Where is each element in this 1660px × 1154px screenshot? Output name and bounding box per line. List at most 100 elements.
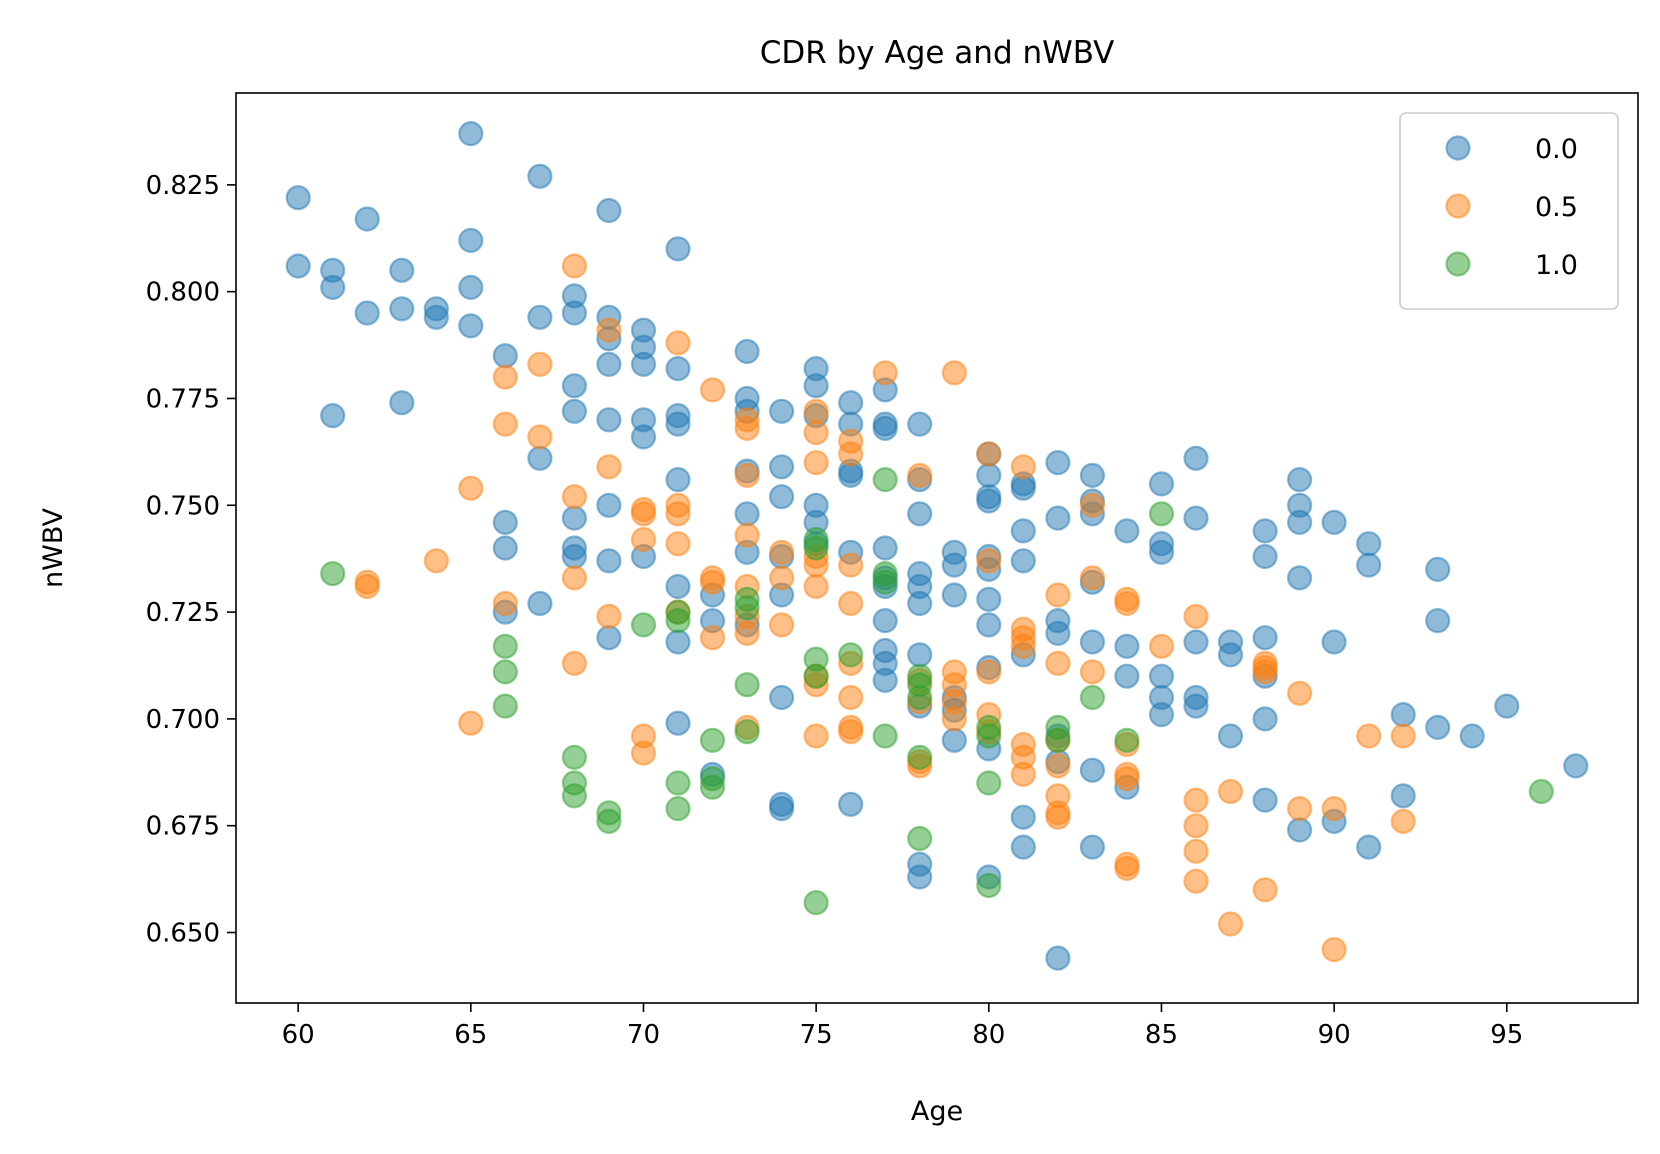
scatter-point (1045, 620, 1071, 647)
scatter-point (1010, 804, 1036, 830)
scatter-point (803, 398, 829, 424)
scatter-point (976, 612, 1002, 638)
scatter-point (561, 744, 588, 770)
scatter-point (1390, 808, 1416, 835)
scatter-point (1045, 753, 1071, 779)
scatter-point (1217, 642, 1244, 668)
scatter-point (1114, 855, 1140, 882)
scatter-point (665, 501, 691, 527)
scatter-point (1114, 518, 1140, 544)
scatter-point (768, 539, 795, 565)
scatter-point (1286, 795, 1313, 822)
scatter-point (768, 565, 795, 591)
scatter-point (1286, 467, 1313, 493)
scatter-point (907, 642, 933, 668)
scatter-point (768, 684, 795, 711)
scatter-point (768, 612, 795, 638)
scatter-point (872, 535, 898, 561)
scatter-point (1183, 603, 1209, 630)
scatter-point (423, 548, 449, 574)
scatter-point (1425, 714, 1451, 741)
scatter-point (941, 727, 967, 753)
scatter-point (1286, 509, 1313, 536)
scatter-point (1286, 565, 1313, 591)
scatter-point (596, 808, 622, 835)
scatter-point (665, 356, 691, 382)
scatter-point (596, 351, 622, 377)
scatter-point (492, 411, 518, 437)
scatter-point (630, 424, 657, 450)
scatter-point (803, 450, 829, 476)
scatter-point (976, 723, 1002, 749)
scatter-point (1183, 868, 1209, 894)
scatter-point (1183, 787, 1209, 813)
scatter-point (907, 411, 933, 437)
scatter-point (907, 744, 933, 770)
scatter-point (1079, 565, 1106, 591)
scatter-point (699, 774, 726, 800)
scatter-point (1148, 663, 1175, 689)
scatter-point (1563, 753, 1589, 779)
scatter-point (1390, 783, 1416, 809)
y-axis: 0.650 0.675 0.700 0.725 0.750 0.775 0.800 0.825 (146, 171, 236, 949)
scatter-point (941, 552, 967, 578)
scatter-point (596, 548, 622, 574)
scatter-point (665, 330, 691, 356)
scatter-point (838, 441, 864, 467)
scatter-point (699, 625, 726, 651)
scatter-point (561, 783, 588, 809)
scatter-point (630, 501, 657, 527)
scatter-point (941, 706, 967, 732)
scatter-point (561, 253, 588, 279)
scatter-point (354, 206, 380, 232)
scatter-point (976, 770, 1002, 796)
scatter-point (872, 467, 898, 493)
scatter-point (561, 565, 588, 591)
scatter-point (1286, 680, 1313, 706)
scatter-point (803, 373, 829, 399)
scatter-point (907, 825, 933, 852)
scatter-point (1010, 761, 1036, 788)
scatter-point (976, 872, 1002, 899)
scatter-point (1079, 629, 1106, 655)
scatter-point (1217, 778, 1244, 805)
scatter-point (734, 501, 760, 527)
scatter-point (596, 317, 622, 343)
scatter-point (285, 185, 311, 211)
scatter-point (1356, 552, 1382, 578)
legend-label: 0.0 (1535, 134, 1578, 165)
scatter-point (1079, 462, 1106, 488)
scatter-point (768, 454, 795, 480)
scatter-point (389, 390, 415, 416)
scatter-point (665, 573, 691, 600)
scatter-point (803, 420, 829, 446)
scatter-point (1010, 475, 1036, 501)
scatter-point (492, 659, 518, 685)
x-tick-label: 80 (972, 1020, 1005, 1050)
scatter-point (768, 795, 795, 822)
scatter-point (907, 462, 933, 488)
scatter-point (699, 377, 726, 403)
scatter-point (1356, 531, 1382, 557)
scatter-point (1010, 548, 1036, 574)
scatter-point (561, 300, 588, 326)
scatter-point (734, 522, 760, 548)
scatter-point (1321, 795, 1347, 822)
scatter-point (561, 398, 588, 424)
scatter-point (976, 586, 1002, 612)
scatter-point (768, 484, 795, 510)
chart-title: CDR by Age and nWBV (760, 35, 1115, 71)
y-tick-label: 0.750 (146, 491, 220, 521)
scatter-point (1183, 505, 1209, 531)
scatter-point (630, 351, 657, 377)
scatter-point (1045, 727, 1071, 753)
scatter-point (1183, 693, 1209, 719)
scatter-point (1045, 650, 1071, 677)
scatter-point (665, 531, 691, 557)
scatter-point (838, 642, 864, 668)
scatter-point (699, 569, 726, 595)
scatter-point (1114, 727, 1140, 753)
scatter-point (1252, 625, 1278, 651)
scatter-point (423, 304, 449, 330)
scatter-point (976, 488, 1002, 514)
